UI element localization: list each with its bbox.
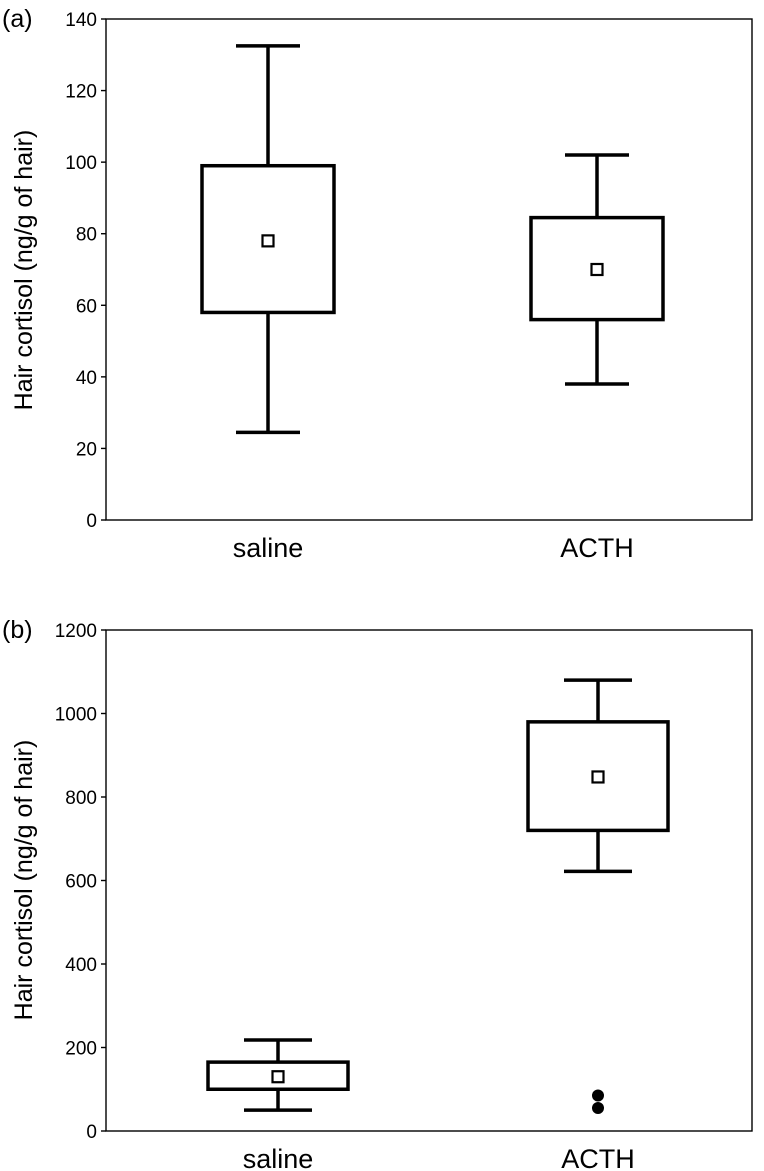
y-axis-title: Hair cortisol (ng/g of hair)	[10, 740, 38, 1021]
chart-panel-b: (b) 0 200 400 600 800 1000 1200 Hair cortisol (n…	[2, 616, 753, 1171]
y-tick-label: 20	[76, 439, 97, 460]
y-tick-label: 1000	[55, 705, 97, 726]
y-axis-title: Hair cortisol (ng/g of hair)	[10, 130, 38, 411]
box-saline	[200, 44, 336, 435]
y-tick-label: 0	[86, 511, 97, 532]
x-category-label: ACTH	[560, 533, 634, 563]
mean-marker	[261, 234, 275, 248]
panel-label: (a)	[2, 5, 33, 33]
y-tick-label: 40	[76, 368, 97, 389]
mean-marker	[271, 1070, 285, 1084]
y-tick-label: 120	[65, 82, 97, 103]
x-category-label: ACTH	[561, 1144, 635, 1171]
outlier-point	[592, 1089, 604, 1102]
x-category-label: saline	[233, 533, 304, 563]
y-tick-label: 80	[76, 225, 97, 246]
outlier-point	[592, 1102, 604, 1115]
y-tick-label: 200	[65, 1039, 97, 1060]
y-tick-label: 100	[65, 153, 97, 174]
interquartile-box	[206, 1060, 350, 1092]
box-acth	[526, 678, 670, 1115]
interquartile-box	[526, 720, 670, 833]
interquartile-box	[529, 215, 665, 322]
interquartile-box	[200, 163, 336, 315]
y-tick-label: 400	[65, 955, 97, 976]
panel-label: (b)	[2, 616, 33, 644]
y-tick-label: 140	[65, 10, 97, 31]
box-saline	[206, 1038, 350, 1112]
y-tick-label: 600	[65, 872, 97, 893]
y-tick-label: 800	[65, 788, 97, 809]
y-tick-label: 1200	[55, 621, 97, 642]
mean-marker	[590, 262, 604, 277]
x-category-label: saline	[243, 1144, 314, 1171]
chart-panel-a: (a) 0 20 40 60 80 100 120 140 Hair cortisol (ng/g…	[2, 5, 753, 563]
y-tick-label: 0	[86, 1122, 97, 1143]
plot-frame	[105, 18, 753, 521]
y-tick-label: 60	[76, 296, 97, 317]
mean-marker	[591, 770, 605, 784]
plot-frame	[105, 629, 753, 1132]
box-acth	[529, 153, 665, 386]
